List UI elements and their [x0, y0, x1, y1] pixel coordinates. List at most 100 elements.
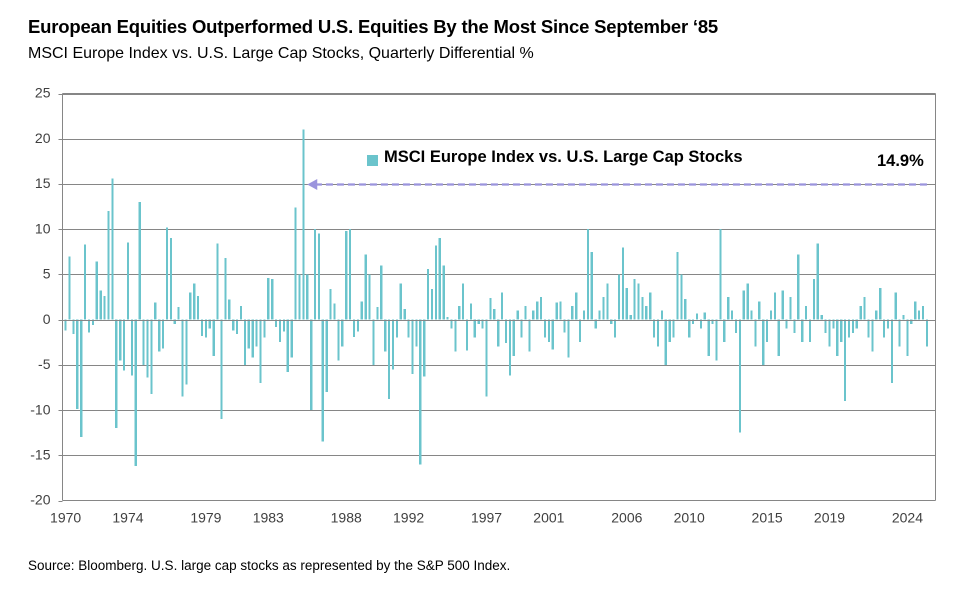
bar [274, 319, 278, 327]
bar [169, 238, 172, 320]
y-tick-label: 15 [35, 175, 51, 191]
bar [762, 319, 765, 365]
bar [847, 319, 851, 338]
y-tick-label: -15 [30, 446, 50, 462]
bar [738, 319, 741, 433]
bar [902, 315, 905, 320]
bar [119, 319, 122, 361]
bar [918, 310, 921, 320]
bar [158, 319, 161, 352]
bar [84, 244, 87, 320]
bar [684, 298, 687, 320]
bar [699, 319, 702, 329]
plot-frame [61, 92, 937, 502]
bar [773, 292, 777, 320]
bar [906, 319, 909, 356]
y-axis-labels: -20 -15 -10 -5 0 5 10 15 20 25 [30, 85, 63, 508]
x-tick-label: 1988 [331, 510, 362, 526]
bar [313, 229, 317, 320]
source-note: Source: Bloomberg. U.S. large cap stocks… [28, 558, 511, 573]
bar [898, 319, 901, 347]
bar [863, 297, 866, 320]
bar [536, 301, 539, 320]
bar [477, 319, 480, 325]
bar [193, 283, 196, 320]
bar [625, 287, 628, 320]
bar [723, 319, 726, 343]
bar [189, 292, 192, 320]
bar [812, 278, 815, 320]
bar [403, 308, 406, 320]
bar [239, 306, 243, 320]
bar [91, 319, 94, 326]
bar [801, 319, 804, 343]
bar [165, 227, 169, 320]
bar [368, 274, 371, 320]
bar [146, 319, 149, 378]
bar [243, 319, 246, 365]
x-tick-label: 2010 [674, 510, 705, 526]
bar [434, 245, 437, 320]
bar [450, 319, 453, 329]
bar [138, 202, 141, 320]
y-tick-label: 25 [35, 85, 51, 101]
bar [271, 278, 274, 320]
bar [364, 254, 367, 320]
bar [134, 319, 137, 467]
y-tick-label: 20 [35, 130, 51, 146]
bar [797, 254, 800, 320]
annotation-arrowhead [307, 179, 318, 190]
bar [380, 265, 383, 320]
bar [68, 256, 71, 320]
bar [154, 302, 157, 320]
y-tick-label: 5 [43, 266, 51, 282]
bar [204, 319, 208, 338]
bar [411, 319, 414, 374]
bar [777, 319, 780, 356]
bar [711, 319, 714, 325]
bar [259, 319, 262, 383]
bar [407, 319, 410, 338]
bar [867, 319, 870, 338]
bar [528, 319, 531, 352]
bar [122, 319, 126, 371]
bar [816, 243, 819, 320]
bar [719, 229, 722, 320]
bar [115, 319, 118, 429]
bar [676, 251, 679, 320]
bar [703, 312, 706, 320]
bar [306, 274, 309, 320]
x-tick-label: 2024 [892, 510, 923, 526]
bar [586, 229, 589, 320]
bar [828, 319, 831, 347]
bar [161, 319, 165, 349]
bar [727, 297, 730, 320]
bar [571, 306, 574, 320]
bar [247, 319, 250, 349]
bar [851, 319, 854, 334]
bar [64, 319, 67, 331]
bar [329, 288, 332, 320]
x-axis-labels: 1970 1974 1979 1983 1988 1992 1997 2001 2006 2010… [50, 510, 923, 526]
bar [76, 319, 79, 410]
bar [805, 306, 808, 320]
bar [298, 274, 301, 320]
bar [610, 319, 613, 325]
bar [87, 319, 91, 333]
bar [672, 319, 675, 338]
bar [590, 251, 593, 320]
callout-value-label: 14.9% [877, 152, 924, 170]
bar [228, 299, 231, 320]
bar [750, 310, 753, 320]
bar [781, 290, 784, 320]
bar [808, 319, 812, 343]
bar [446, 316, 449, 320]
bar [80, 319, 83, 438]
bar [890, 319, 893, 383]
bar [656, 319, 660, 347]
bar [278, 319, 282, 343]
bar [485, 319, 488, 397]
x-tick-label: 2015 [752, 510, 783, 526]
